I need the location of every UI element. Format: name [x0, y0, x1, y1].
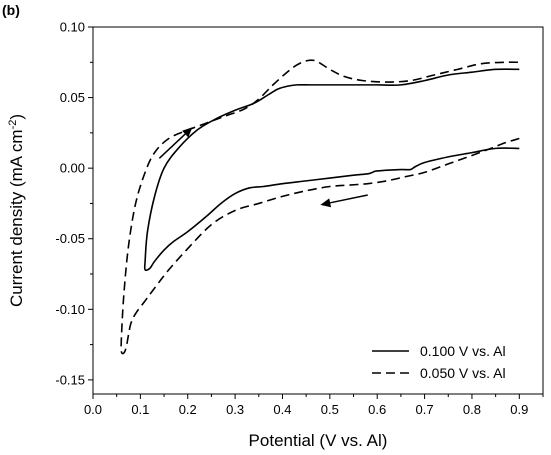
- x-tick-label: 0.9: [510, 402, 528, 417]
- annotation-arrows: [158, 127, 368, 208]
- x-tick-label: 0.2: [179, 402, 197, 417]
- x-tick-label: 0.6: [368, 402, 386, 417]
- y-tick-label: 0.05: [60, 90, 85, 105]
- x-tick-label: 0.5: [321, 402, 339, 417]
- arrow-shaft: [158, 133, 186, 159]
- arrow-head: [182, 127, 193, 138]
- series-line-0050v: [120, 59, 520, 355]
- y-axis-title-main: Current density (mA cm: [7, 129, 26, 307]
- arrow-head: [320, 198, 332, 208]
- y-axis-title-end: ): [7, 114, 26, 120]
- y-axis: -0.15 -0.10 -0.05 0.00 0.05 0.10: [55, 20, 93, 387]
- x-tick-label: 0.0: [84, 402, 102, 417]
- legend: 0.100 V vs. Al 0.050 V vs. Al: [372, 343, 506, 381]
- series-layer: [120, 59, 520, 355]
- legend-label: 0.100 V vs. Al: [420, 343, 506, 359]
- x-tick-label: 0.4: [273, 402, 291, 417]
- x-tick-label: 0.3: [226, 402, 244, 417]
- y-axis-title-superscript: -2: [7, 120, 19, 130]
- arrow-shaft: [330, 194, 368, 204]
- legend-label: 0.050 V vs. Al: [420, 365, 506, 381]
- y-tick-label: 0.10: [60, 20, 85, 35]
- x-tick-label: 0.1: [131, 402, 149, 417]
- series-line-0100v: [143, 68, 520, 272]
- y-tick-label: -0.10: [55, 302, 85, 317]
- x-tick-label: 0.8: [463, 402, 481, 417]
- y-tick-label: -0.15: [55, 372, 85, 387]
- y-axis-title: Current density (mA cm-2): [7, 114, 26, 307]
- x-tick-label: 0.7: [416, 402, 434, 417]
- y-tick-label: -0.05: [55, 231, 85, 246]
- x-axis: 0.0 0.1 0.2 0.3 0.4 0.5 0.6 0.7 0.8 0.9: [84, 394, 544, 417]
- plot-frame: [92, 26, 544, 395]
- y-tick-label: 0.00: [60, 161, 85, 176]
- panel-label: (b): [2, 2, 20, 18]
- x-axis-title: Potential (V vs. Al): [249, 431, 388, 450]
